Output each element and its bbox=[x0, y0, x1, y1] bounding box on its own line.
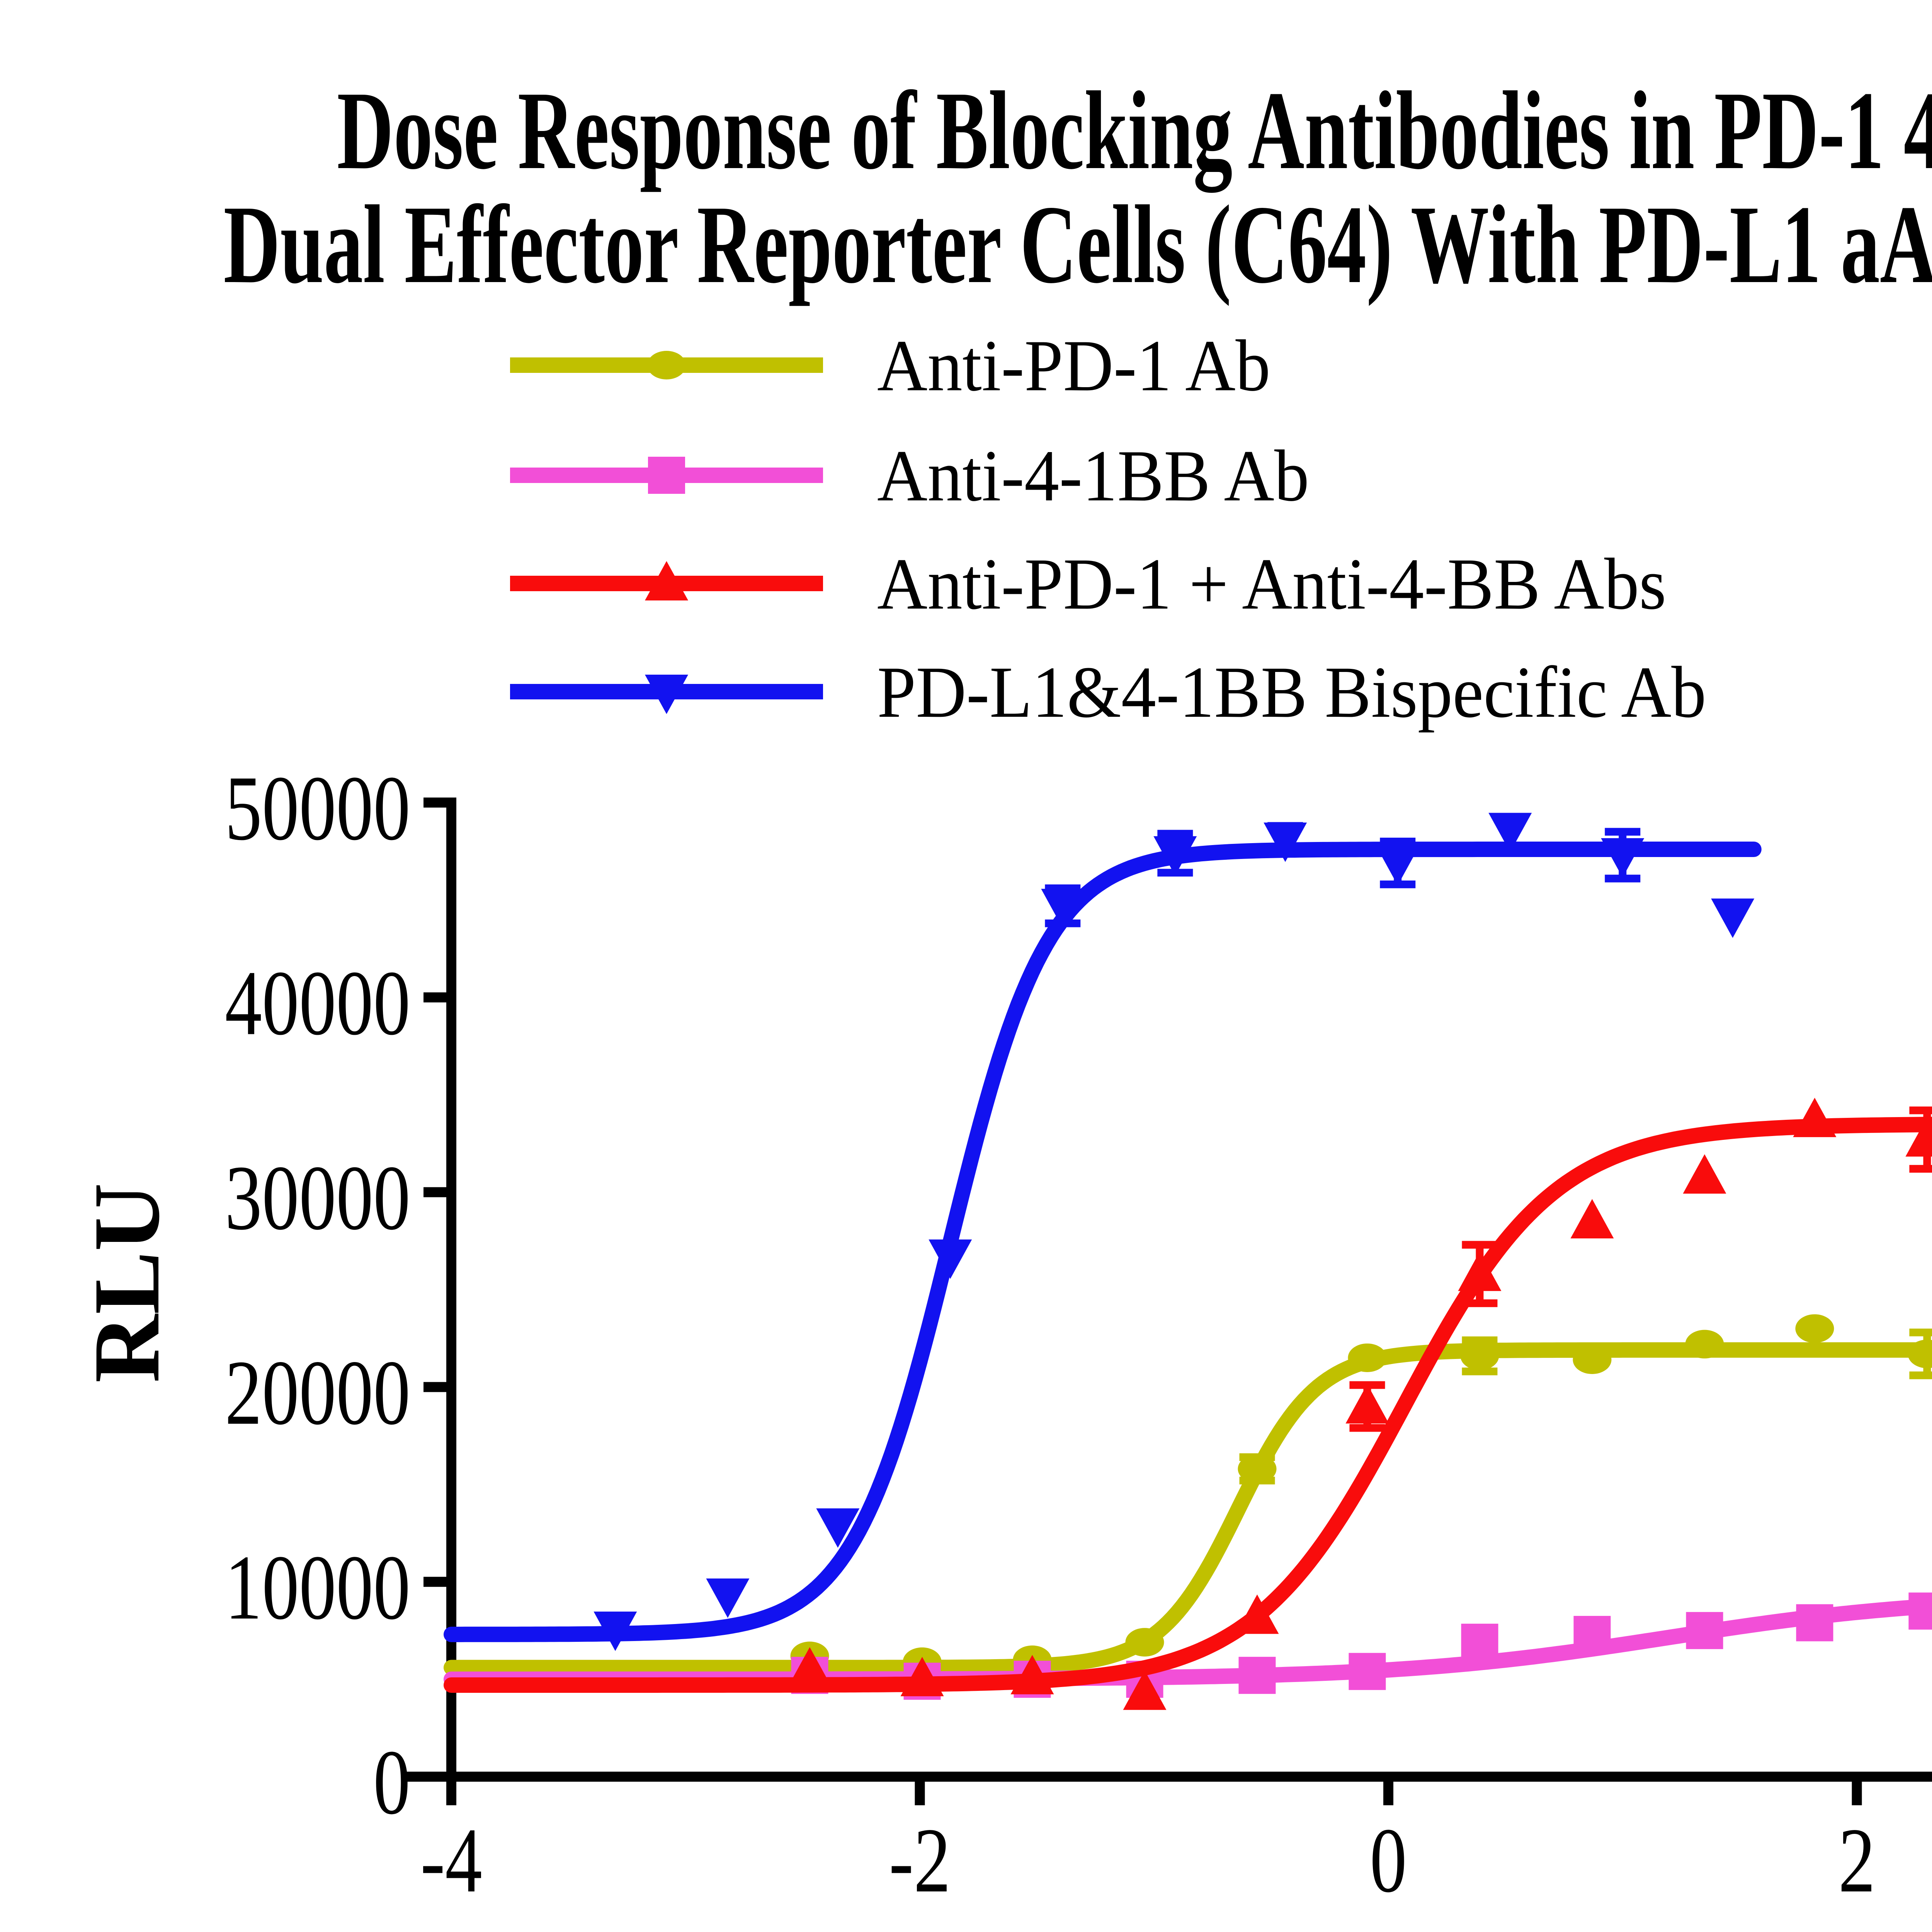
data-point-marker bbox=[1123, 1670, 1167, 1710]
legend-item-2: Anti-4-1BB Ab bbox=[510, 435, 1309, 517]
y-tick-label: 30000 bbox=[225, 1146, 410, 1249]
data-point-marker bbox=[1573, 1616, 1611, 1653]
y-tick-label: 20000 bbox=[225, 1341, 410, 1444]
y-axis-title: RLU bbox=[74, 1183, 179, 1383]
data-point-marker bbox=[1376, 846, 1420, 886]
legend-label: Anti-PD-1 Ab bbox=[877, 325, 1270, 406]
series-4 bbox=[444, 813, 1762, 1651]
data-point-marker bbox=[1601, 838, 1645, 878]
x-tick-label: -4 bbox=[420, 1809, 482, 1912]
data-point-marker bbox=[1238, 1454, 1277, 1483]
legend: Anti-PD-1 Ab Anti-4-1BB Ab Anti-PD-1 + Ant… bbox=[510, 325, 1706, 733]
data-point-marker bbox=[594, 1611, 637, 1651]
data-point-marker bbox=[1125, 1628, 1164, 1657]
series-layer bbox=[444, 813, 1932, 1710]
data-point-marker bbox=[788, 1647, 832, 1687]
x-axis-title: Log[Abs]µg/ml bbox=[930, 1931, 1512, 1932]
legend-label: Anti-4-1BB Ab bbox=[877, 435, 1309, 517]
legend-item-1: Anti-PD-1 Ab bbox=[510, 325, 1270, 406]
data-point-marker bbox=[1460, 1341, 1499, 1370]
legend-marker-square bbox=[648, 457, 685, 494]
legend-item-4: PD-L1&4-1BB Bispecific Ab bbox=[510, 652, 1706, 733]
y-tick-label: 0 bbox=[373, 1731, 410, 1834]
chart-title-line1: Dose Response of Blocking Antibodies in … bbox=[337, 69, 1932, 193]
data-point-marker bbox=[816, 1508, 860, 1548]
legend-label: PD-L1&4-1BB Bispecific Ab bbox=[877, 652, 1706, 733]
data-point-marker bbox=[1235, 1594, 1279, 1634]
legend-marker-circle bbox=[647, 351, 686, 379]
y-tick-label: 50000 bbox=[225, 757, 410, 860]
data-point-marker bbox=[1795, 1314, 1834, 1343]
data-point-marker bbox=[1686, 1612, 1723, 1649]
data-point-marker bbox=[929, 1239, 972, 1279]
chart-title-line2: Dual Effector Reporter Cells (C64) With … bbox=[223, 183, 1932, 307]
data-point-marker bbox=[1908, 1592, 1932, 1630]
data-point-marker bbox=[706, 1578, 750, 1618]
data-point-marker bbox=[1461, 1624, 1498, 1661]
fit-curve bbox=[444, 1117, 1932, 1693]
data-point-marker bbox=[1685, 1330, 1724, 1359]
data-point-marker bbox=[1264, 822, 1307, 862]
data-point-marker bbox=[1238, 1656, 1276, 1694]
x-tick-label: 0 bbox=[1370, 1809, 1407, 1912]
data-point-marker bbox=[1488, 813, 1532, 852]
data-point-marker bbox=[1345, 1384, 1389, 1424]
legend-label: Anti-PD-1 + Anti-4-BB Abs bbox=[877, 544, 1666, 625]
data-point-marker bbox=[1570, 1199, 1614, 1239]
fit-curve bbox=[444, 842, 1762, 1642]
y-tick-label: 40000 bbox=[225, 952, 410, 1054]
data-point-marker bbox=[1010, 1655, 1054, 1694]
data-point-marker bbox=[1348, 1343, 1387, 1372]
data-point-marker bbox=[1793, 1097, 1837, 1137]
series-3 bbox=[444, 1097, 1932, 1710]
legend-marker-triangle-down bbox=[645, 675, 688, 714]
data-point-marker bbox=[1458, 1252, 1502, 1291]
data-point-marker bbox=[900, 1656, 944, 1696]
data-point-marker bbox=[1905, 1117, 1932, 1157]
data-point-marker bbox=[1153, 836, 1197, 876]
legend-marker-triangle-up bbox=[645, 561, 688, 600]
data-point-marker bbox=[1711, 898, 1755, 938]
data-point-marker bbox=[1041, 889, 1085, 929]
x-tick-label: 2 bbox=[1838, 1809, 1876, 1912]
data-point-marker bbox=[1349, 1653, 1386, 1690]
data-point-marker bbox=[1796, 1604, 1833, 1641]
x-tick-label: -2 bbox=[889, 1809, 951, 1912]
axes: 0 10000 20000 30000 40000 50000 -4 -2 0 2 bbox=[225, 757, 1932, 1912]
legend-item-3: Anti-PD-1 + Anti-4-BB Abs bbox=[510, 544, 1666, 625]
data-point-marker bbox=[1683, 1154, 1726, 1194]
data-point-marker bbox=[1573, 1345, 1612, 1374]
data-point-marker bbox=[1908, 1339, 1932, 1368]
y-tick-label: 10000 bbox=[225, 1536, 410, 1639]
